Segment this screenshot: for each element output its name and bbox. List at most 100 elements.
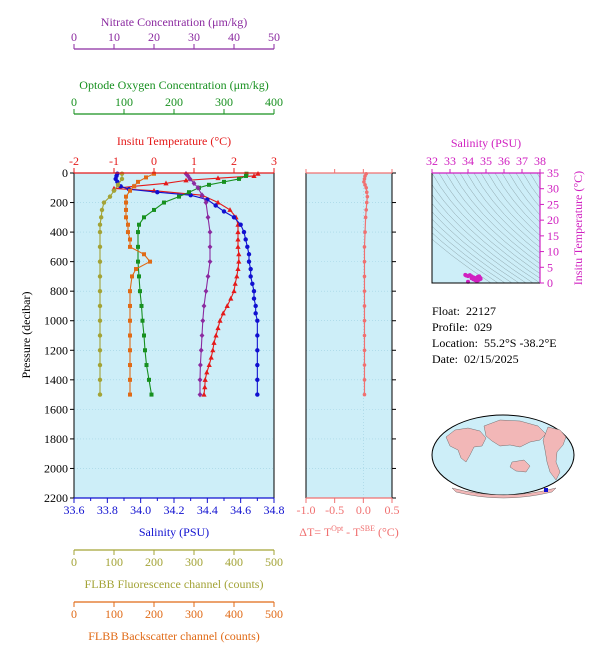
temperature-data-point [213, 332, 219, 338]
nitrate-data-point [205, 273, 211, 280]
fluorescence-axis-label: FLBB Fluorescence channel (counts) [85, 577, 264, 591]
date-info: Date: 02/15/2025 [432, 352, 519, 367]
world-map [431, 414, 575, 499]
temperature-data-point [215, 175, 221, 181]
ts-density-contour [445, 173, 540, 270]
pressure-tick-label: 800 [50, 284, 68, 298]
nitrate-tick-label: 10 [108, 30, 120, 44]
fluorescence-data-point [119, 171, 125, 176]
backscatter-data-point [128, 333, 132, 338]
temperature-data-point [215, 199, 221, 205]
float-label: Float: [432, 304, 461, 318]
delta-data-point [362, 348, 367, 353]
ts-density-contour [432, 173, 540, 279]
backscatter-data-point [128, 188, 132, 193]
backscatter-data-point [132, 184, 136, 189]
fluorescence-data-point [97, 377, 103, 383]
ts-data-point [469, 276, 474, 281]
nitrate-data-point [205, 214, 211, 221]
temperature-tick-label: 1 [191, 154, 197, 168]
backscatter-data-point [124, 207, 128, 212]
pressure-tick-label: 0 [62, 166, 68, 180]
ts-temperature-tick-label: 30 [547, 182, 559, 196]
delta-axis-label: ΔT= TOpt - TSBE (°C) [299, 524, 399, 539]
delta-data-point [364, 190, 369, 195]
temperature-data-point [251, 173, 257, 178]
ts-temperature-tick-label: 10 [547, 245, 559, 259]
backscatter-tick-label: 500 [265, 607, 283, 621]
oxygen-tick-label: 400 [265, 95, 283, 109]
ts-density-contour [438, 173, 540, 274]
salinity-data-point [241, 229, 247, 235]
backscatter-axis: 0 100 200 300 400 500 FLBB Backscatter channel… [71, 601, 283, 643]
delta-tick-label: 0.5 [385, 503, 400, 517]
oxygen-data-point [187, 190, 191, 195]
ts-density-contour [494, 173, 540, 230]
oxygen-data-point [222, 179, 226, 184]
temperature-data-point [236, 251, 242, 257]
nitrate-data-point [203, 199, 209, 206]
fluorescence-data-point [97, 362, 103, 368]
nitrate-data-point [201, 303, 207, 309]
fluorescence-data-point [97, 333, 103, 338]
fluorescence-data-point [97, 348, 103, 353]
backscatter-data-point [128, 303, 132, 308]
oxygen-data-point [244, 173, 248, 178]
delta-data-point [362, 259, 367, 264]
ts-salinity-tick-label: 35 [480, 154, 492, 168]
ts-salinity-axis: 32 33 34 35 36 37 38 Salinity (PSU) [426, 136, 546, 174]
backscatter-data-point [128, 363, 132, 368]
temperature-data-point [232, 280, 238, 286]
temperature-data-point [228, 295, 234, 301]
delta-data-point [362, 289, 367, 293]
temperature-data-point [235, 229, 241, 235]
pressure-tick-label: 200 [50, 196, 68, 210]
float-value: 22127 [466, 304, 497, 318]
backscatter-tick-label: 300 [185, 607, 203, 621]
fluorescence-data-point [97, 392, 103, 397]
oxygen-data-point [147, 377, 151, 382]
delta-data-point [362, 304, 367, 308]
fluorescence-data-point [119, 176, 125, 182]
backscatter-data-point [130, 274, 134, 279]
delta-data-point [363, 215, 368, 220]
temperature-data-point [206, 362, 212, 368]
temperature-axis: -2 -1 0 1 2 3 Insitu Temperature (°C) [69, 134, 277, 174]
oxygen-data-point [137, 274, 141, 279]
backscatter-data-point [128, 237, 132, 242]
fluorescence-tick-label: 0 [71, 555, 77, 569]
delta-data-point [362, 378, 367, 382]
salinity-axis: 33.6 33.8 34.0 34.2 34.4 34.6 34.8 Salinity (PS… [64, 497, 285, 539]
nitrate-data-point [197, 391, 203, 398]
oxygen-data-point [139, 303, 144, 308]
temperature-data-point [224, 303, 230, 308]
ts-density-contour [432, 225, 506, 283]
ts-temperature-tick-label: 20 [547, 213, 559, 227]
ts-temperature-tick-label: 15 [547, 229, 559, 243]
temperature-tick-label: 0 [151, 154, 157, 168]
nitrate-data-point [197, 377, 203, 383]
nitrate-data-point [207, 244, 213, 250]
nitrate-data-point [195, 184, 201, 191]
temperature-data-point [227, 207, 233, 212]
oxygen-tick-label: 0 [71, 95, 77, 109]
nitrate-axis-label: Nitrate Concentration (μm/kg) [101, 15, 247, 29]
oxygen-profile-line [137, 173, 248, 395]
salinity-data-point [255, 362, 260, 368]
oxygen-data-point [140, 318, 145, 323]
salinity-data-point [255, 377, 260, 383]
fluorescence-data-point [97, 244, 103, 250]
pressure-tick-label: 1600 [44, 402, 68, 416]
temperature-data-point [234, 273, 240, 279]
salinity-axis-label: Salinity (PSU) [139, 525, 209, 539]
map-land-europe-africa [445, 427, 487, 463]
ts-density-contour [529, 173, 540, 190]
delta-data-point [364, 208, 369, 212]
salinity-tick-label: 34.8 [264, 503, 285, 517]
oxygen-axis-label: Optode Oxygen Concentration (μm/kg) [79, 78, 268, 92]
profile-value: 029 [474, 320, 492, 334]
delta-data-point [362, 274, 367, 279]
fluorescence-data-point [115, 182, 121, 188]
ts-density-contour [487, 173, 540, 236]
